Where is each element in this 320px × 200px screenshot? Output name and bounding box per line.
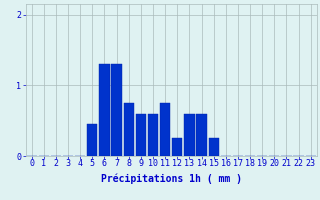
- Bar: [160, 103, 170, 156]
- Bar: [136, 114, 146, 156]
- Bar: [99, 64, 110, 156]
- Bar: [87, 124, 98, 156]
- Bar: [209, 138, 219, 156]
- Bar: [148, 114, 158, 156]
- X-axis label: Précipitations 1h ( mm ): Précipitations 1h ( mm ): [101, 173, 242, 184]
- Bar: [196, 114, 207, 156]
- Bar: [111, 64, 122, 156]
- Bar: [184, 114, 195, 156]
- Bar: [172, 138, 182, 156]
- Bar: [124, 103, 134, 156]
